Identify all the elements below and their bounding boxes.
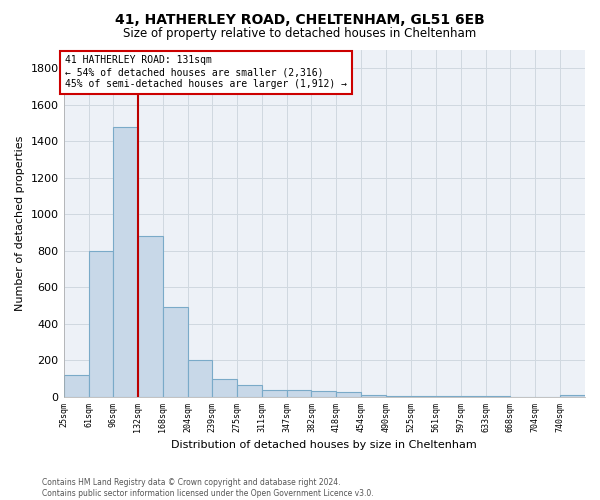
Bar <box>361 395 386 397</box>
Bar <box>411 396 436 397</box>
Bar <box>138 236 163 397</box>
Bar <box>237 385 262 397</box>
Bar <box>188 360 212 397</box>
Bar <box>560 395 585 397</box>
Text: 41 HATHERLEY ROAD: 131sqm
← 54% of detached houses are smaller (2,316)
45% of se: 41 HATHERLEY ROAD: 131sqm ← 54% of detac… <box>65 56 347 88</box>
Bar <box>89 251 113 397</box>
Bar <box>163 308 188 397</box>
Bar <box>386 396 411 397</box>
Bar <box>311 392 337 397</box>
Bar <box>262 390 287 397</box>
Text: Size of property relative to detached houses in Cheltenham: Size of property relative to detached ho… <box>124 28 476 40</box>
Y-axis label: Number of detached properties: Number of detached properties <box>15 136 25 311</box>
Text: 41, HATHERLEY ROAD, CHELTENHAM, GL51 6EB: 41, HATHERLEY ROAD, CHELTENHAM, GL51 6EB <box>115 12 485 26</box>
Bar <box>337 392 361 397</box>
Bar <box>436 396 461 397</box>
X-axis label: Distribution of detached houses by size in Cheltenham: Distribution of detached houses by size … <box>172 440 477 450</box>
Bar <box>287 390 311 397</box>
Bar <box>113 126 138 397</box>
Text: Contains HM Land Registry data © Crown copyright and database right 2024.
Contai: Contains HM Land Registry data © Crown c… <box>42 478 374 498</box>
Bar <box>64 375 89 397</box>
Bar <box>212 378 237 397</box>
